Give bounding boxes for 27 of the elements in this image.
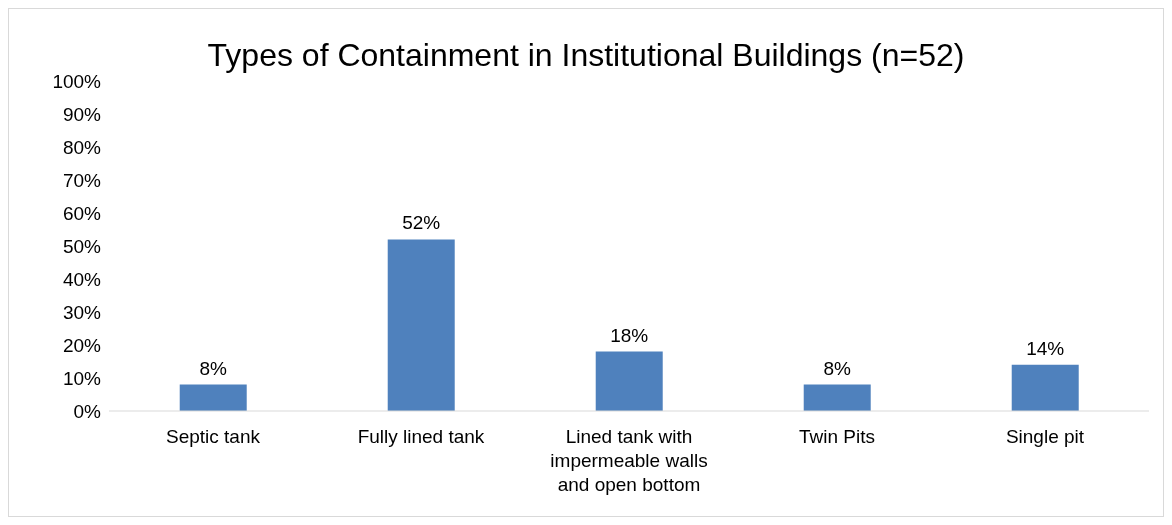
y-tick-label: 60% bbox=[62, 202, 102, 224]
x-tick-label: Lined tank with impermeable walls and open bottom bbox=[550, 426, 708, 495]
y-tick-label: 100% bbox=[52, 70, 102, 92]
y-tick-label: 20% bbox=[62, 334, 102, 356]
data-label: 8% bbox=[199, 357, 228, 379]
data-label: 14% bbox=[1026, 337, 1065, 359]
chart-title: Types of Containment in Institutional Buildings (n=52) bbox=[206, 36, 966, 73]
x-tick-label: Fully lined tank bbox=[357, 426, 485, 447]
y-tick-label: 40% bbox=[62, 268, 102, 290]
x-tick-label: Single pit bbox=[1005, 426, 1085, 447]
bar bbox=[595, 351, 663, 411]
y-tick-label: 50% bbox=[62, 235, 102, 257]
y-tick-label: 80% bbox=[62, 136, 102, 158]
data-label: 52% bbox=[402, 212, 441, 234]
y-tick-label: 10% bbox=[62, 367, 102, 389]
data-label: 18% bbox=[610, 324, 649, 346]
x-tick-label: Twin Pits bbox=[798, 426, 876, 447]
data-label: 8% bbox=[823, 357, 852, 379]
x-tick-label: Septic tank bbox=[166, 426, 261, 447]
bar bbox=[1011, 364, 1079, 411]
bar bbox=[803, 384, 871, 411]
y-tick-label: 0% bbox=[73, 400, 102, 422]
bar bbox=[179, 384, 247, 411]
y-tick-label: 90% bbox=[62, 103, 102, 125]
y-tick-label: 70% bbox=[62, 169, 102, 191]
y-tick-label: 30% bbox=[62, 301, 102, 323]
bar bbox=[387, 239, 455, 411]
